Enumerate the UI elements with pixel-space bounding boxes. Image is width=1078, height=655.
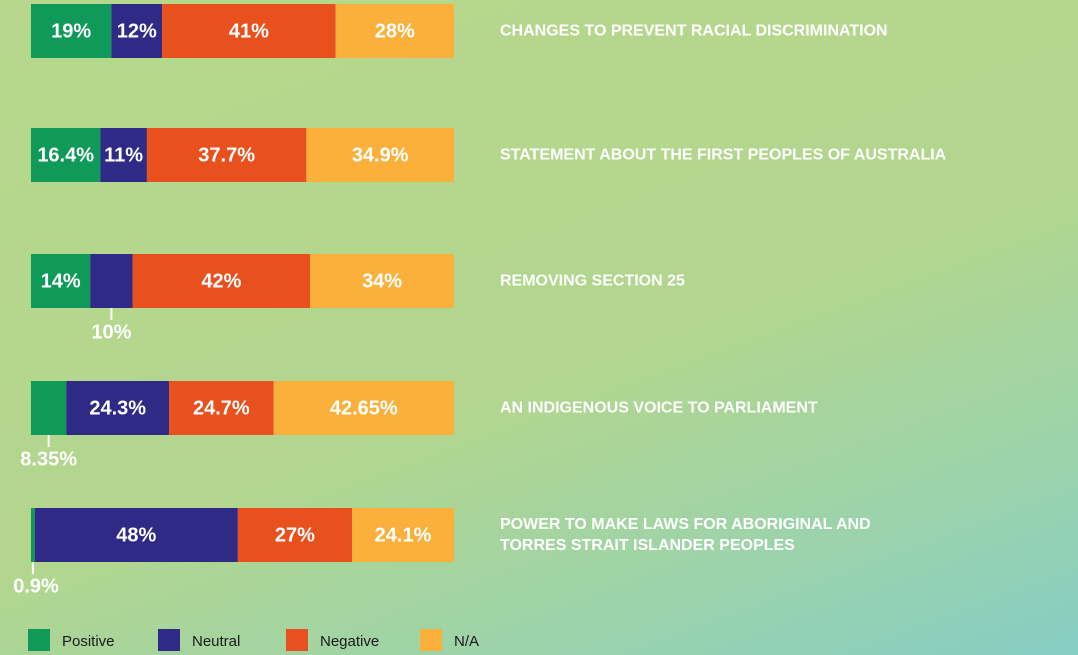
data-label: 42% [201, 270, 241, 292]
bar-segment [31, 381, 67, 435]
category-label: STATEMENT ABOUT THE FIRST PEOPLES OF AUS… [500, 146, 947, 164]
data-label: 34% [362, 270, 402, 292]
bar-segment [66, 381, 170, 435]
data-label: 19% [51, 20, 91, 42]
bar-segment [310, 254, 454, 308]
data-label: 0.9% [13, 575, 59, 597]
data-label: 24.7% [193, 397, 250, 419]
data-label: 24.1% [375, 524, 432, 546]
category-label: REMOVING SECTION 25 [500, 272, 685, 290]
bar-segment [111, 4, 163, 58]
legend-label: Negative [320, 633, 379, 650]
bar-segment [31, 128, 101, 182]
bar-segment [31, 254, 91, 308]
bar-segment [31, 4, 112, 58]
bar-segment [335, 4, 454, 58]
data-label: 42.65% [330, 397, 398, 419]
legend-swatch [158, 629, 180, 651]
category-label: CHANGES TO PREVENT RACIAL DISCRIMINATION [500, 22, 888, 40]
data-label: 41% [229, 20, 269, 42]
data-label: 12% [117, 20, 157, 42]
data-label: 10% [91, 321, 131, 343]
bar-segment [34, 508, 238, 562]
data-label: 16.4% [37, 144, 94, 166]
data-label: 28% [375, 20, 415, 42]
legend-label: N/A [454, 633, 479, 650]
bar-segment [306, 128, 454, 182]
bar-segment [100, 128, 147, 182]
bar-segment [237, 508, 353, 562]
data-label: 14% [41, 270, 81, 292]
legend-label: Neutral [192, 633, 240, 650]
legend-swatch [420, 629, 442, 651]
bar-segment [162, 4, 336, 58]
bar-segment [90, 254, 133, 308]
data-label: 8.35% [20, 448, 77, 470]
category-label: AN INDIGENOUS VOICE TO PARLIAMENT [500, 399, 818, 417]
legend-label: Positive [62, 633, 115, 650]
bar-segment [352, 508, 454, 562]
category-label: POWER TO MAKE LAWS FOR ABORIGINAL AND TO… [500, 516, 871, 554]
data-label: 37.7% [198, 144, 255, 166]
data-label: 11% [104, 144, 143, 166]
data-label: 27% [275, 524, 315, 546]
data-label: 48% [116, 524, 156, 546]
data-label: 24.3% [89, 397, 146, 419]
data-label: 34.9% [352, 144, 409, 166]
bar-segment [169, 381, 274, 435]
bar-segment [146, 128, 307, 182]
bar-segment [273, 381, 454, 435]
bar-segment [31, 508, 35, 562]
bar-segment [132, 254, 311, 308]
legend-swatch [286, 629, 308, 651]
legend-swatch [28, 629, 50, 651]
